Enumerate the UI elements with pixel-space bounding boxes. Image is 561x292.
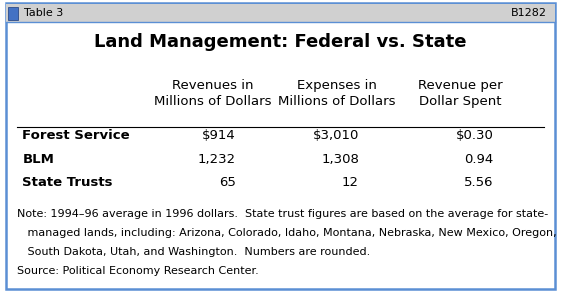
Text: 1,232: 1,232	[197, 153, 236, 166]
Text: 12: 12	[342, 176, 359, 189]
Text: Table 3: Table 3	[24, 8, 63, 18]
Text: Expenses in
Millions of Dollars: Expenses in Millions of Dollars	[278, 79, 396, 108]
Text: BLM: BLM	[22, 153, 54, 166]
Text: $0.30: $0.30	[456, 129, 494, 142]
Text: Note: 1994–96 average in 1996 dollars.  State trust figures are based on the ave: Note: 1994–96 average in 1996 dollars. S…	[17, 209, 548, 219]
Text: 1,308: 1,308	[321, 153, 359, 166]
Text: Forest Service: Forest Service	[22, 129, 130, 142]
Text: managed lands, including: Arizona, Colorado, Idaho, Montana, Nebraska, New Mexic: managed lands, including: Arizona, Color…	[17, 228, 557, 238]
Text: Revenue per
Dollar Spent: Revenue per Dollar Spent	[418, 79, 502, 108]
Bar	[6, 4, 555, 22]
Text: 5.56: 5.56	[464, 176, 494, 189]
Bar	[8, 7, 18, 20]
Text: $3,010: $3,010	[312, 129, 359, 142]
Text: 0.94: 0.94	[465, 153, 494, 166]
Text: B1282: B1282	[511, 8, 547, 18]
Text: State Trusts: State Trusts	[22, 176, 113, 189]
Text: South Dakota, Utah, and Washington.  Numbers are rounded.: South Dakota, Utah, and Washington. Numb…	[17, 247, 370, 257]
Text: Source: Political Economy Research Center.: Source: Political Economy Research Cente…	[17, 266, 259, 276]
Text: Land Management: Federal vs. State: Land Management: Federal vs. State	[94, 33, 467, 51]
Text: 65: 65	[219, 176, 236, 189]
Text: $914: $914	[202, 129, 236, 142]
Text: Revenues in
Millions of Dollars: Revenues in Millions of Dollars	[154, 79, 272, 108]
